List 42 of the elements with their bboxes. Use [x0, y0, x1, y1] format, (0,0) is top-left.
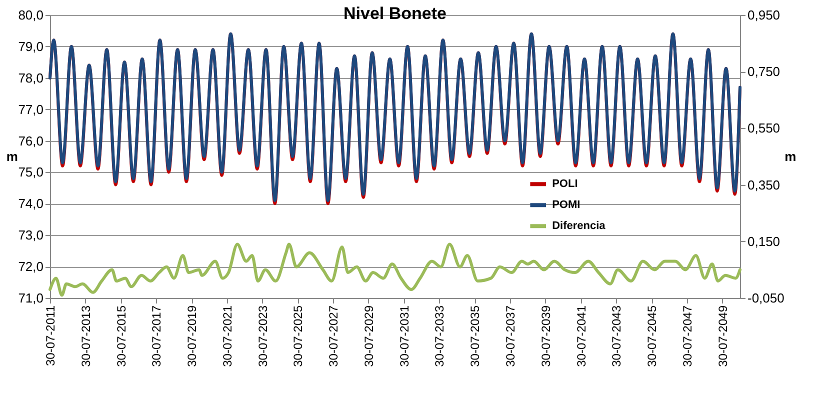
legend-label: Diferencia — [552, 220, 606, 232]
x-tick-label: 30-07-2021 — [220, 305, 234, 367]
x-tick-label: 30-07-2029 — [362, 305, 376, 367]
y-tick-label: 77,0 — [18, 102, 44, 117]
x-tick-label: 30-07-2035 — [468, 305, 482, 367]
legend-label: POMI — [552, 199, 580, 212]
y2-tick-label: -0,050 — [748, 290, 784, 306]
y-tick-label: 78,0 — [18, 70, 44, 86]
x-tick-label: 30-07-2015 — [114, 305, 128, 367]
x-tick-label: 30-07-2039 — [538, 305, 553, 367]
x-tick-label: 30-07-2017 — [150, 305, 164, 367]
x-tick-label: 30-07-2011 — [44, 305, 58, 366]
x-tick-label: 30-07-2023 — [256, 305, 270, 367]
y-tick-label: 73,0 — [18, 228, 44, 243]
y-tick-label: 74,0 — [18, 196, 44, 212]
x-tick-label: 30-07-2027 — [326, 305, 341, 367]
y-tick-label: 79,0 — [18, 38, 44, 54]
y-tick-label: 76,0 — [18, 133, 44, 148]
x-tick-label: 30-07-2013 — [78, 305, 93, 367]
x-tick-label: 30-07-2043 — [610, 305, 624, 367]
x-tick-label: 30-07-2025 — [291, 305, 306, 367]
y-tick-label: 71,0 — [18, 290, 44, 306]
y2-tick-label: 0,150 — [748, 234, 780, 249]
chart-title: Nivel Bonete — [344, 4, 446, 23]
y-axis-title: m — [6, 149, 18, 164]
y-tick-label: 75,0 — [18, 164, 44, 180]
x-tick-label: 30-07-2033 — [432, 305, 447, 367]
y2-tick-label: 0,550 — [748, 120, 780, 136]
x-tick-label: 30-07-2049 — [716, 305, 730, 367]
x-tick-label: 30-07-2019 — [185, 305, 200, 367]
y-tick-label: 80,0 — [18, 8, 44, 22]
y2-tick-label: 0,950 — [748, 8, 780, 22]
y2-tick-label: 0,750 — [748, 64, 780, 80]
y2-axis-title: m — [784, 149, 796, 164]
legend-label: POLI — [552, 178, 578, 190]
x-tick-label: 30-07-2041 — [574, 305, 588, 367]
x-tick-label: 30-07-2047 — [680, 305, 694, 367]
x-tick-label: 30-07-2045 — [645, 305, 660, 367]
x-tick-label: 30-07-2031 — [397, 305, 412, 367]
x-tick-label: 30-07-2037 — [504, 305, 518, 367]
y2-tick-label: 0,350 — [748, 177, 780, 192]
y-tick-label: 72,0 — [18, 259, 44, 274]
